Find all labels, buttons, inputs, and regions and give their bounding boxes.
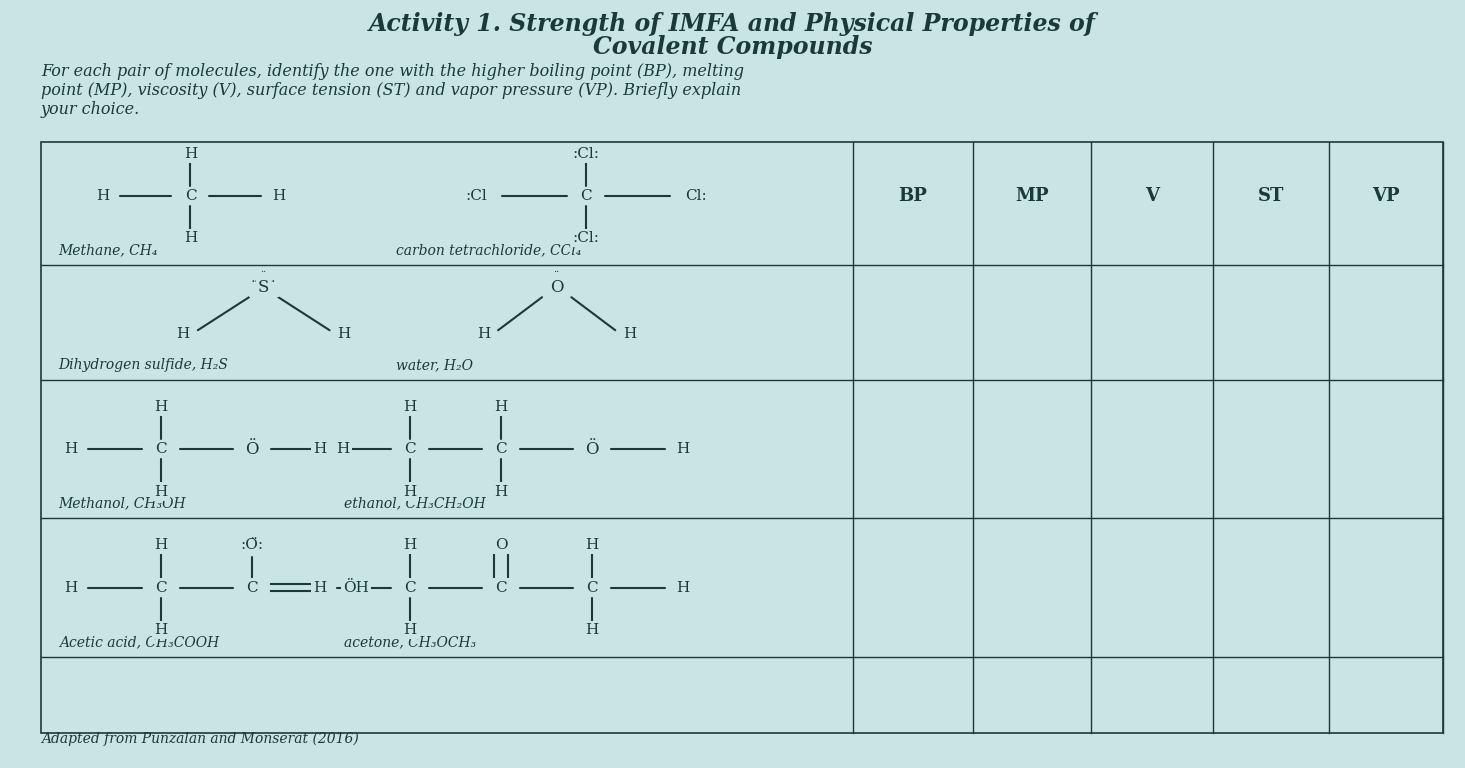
Text: H: H [403,485,418,498]
Text: ST: ST [1257,187,1285,205]
Text: ¨S¨: ¨S¨ [251,281,277,295]
Text: ..: .. [554,265,560,274]
Text: H: H [176,327,190,341]
Text: BP: BP [898,187,927,205]
Text: S: S [258,280,270,296]
Text: H: H [154,538,168,552]
Text: Methanol, CH₃OH: Methanol, CH₃OH [59,497,186,511]
Text: H: H [271,189,286,203]
Text: H: H [403,400,418,414]
Text: Adapted from Punzalan and Monserat (2016): Adapted from Punzalan and Monserat (2016… [41,732,359,746]
Text: MP: MP [1015,187,1049,205]
Text: ethanol, CH₃CH₂OH: ethanol, CH₃CH₂OH [344,497,486,511]
Text: ..: .. [261,265,267,274]
Text: C: C [155,581,167,594]
Text: C: C [580,189,592,203]
Text: H: H [312,442,327,456]
Text: Activity 1. Strength of IMFA and Physical Properties of: Activity 1. Strength of IMFA and Physica… [369,12,1096,35]
Text: For each pair of molecules, identify the one with the higher boiling point (BP),: For each pair of molecules, identify the… [41,63,744,80]
Text: C: C [586,581,598,594]
Text: H: H [675,581,690,594]
Text: O: O [549,280,564,296]
Text: H: H [494,485,508,498]
Text: H: H [63,442,78,456]
Text: Covalent Compounds: Covalent Compounds [593,35,872,58]
Text: H: H [154,400,168,414]
Text: Acetic acid, CH₃COOH: Acetic acid, CH₃COOH [59,635,218,649]
Text: H: H [183,147,198,161]
Text: C: C [155,442,167,456]
Text: Ö: Ö [245,441,259,458]
Text: :Cl:: :Cl: [573,231,599,245]
Text: H: H [337,327,352,341]
Text: C: C [404,442,416,456]
Text: :Cl:: :Cl: [573,147,599,161]
Text: C: C [495,442,507,456]
Text: C: C [404,581,416,594]
Text: C: C [185,189,196,203]
Text: Cl:: Cl: [686,189,706,203]
Text: :Ö:: :Ö: [240,538,264,552]
Text: H: H [494,400,508,414]
Text: H: H [675,442,690,456]
Text: H: H [154,485,168,498]
Text: acetone, CH₃OCH₃: acetone, CH₃OCH₃ [344,635,476,649]
Text: Ö: Ö [585,441,599,458]
Text: H: H [403,623,418,637]
Text: H: H [154,623,168,637]
Text: carbon tetrachloride, CCl₄: carbon tetrachloride, CCl₄ [396,243,582,257]
Text: H: H [312,581,327,594]
Text: H: H [183,231,198,245]
Text: H: H [623,327,637,341]
Text: C: C [495,581,507,594]
Text: H: H [403,538,418,552]
Text: point (MP), viscosity (V), surface tension (ST) and vapor pressure (VP). Briefly: point (MP), viscosity (V), surface tensi… [41,82,741,99]
Bar [41,142,1443,733]
Text: Methane, CH₄: Methane, CH₄ [59,243,158,257]
Text: H: H [335,442,350,456]
Text: water, H₂O: water, H₂O [396,359,473,372]
Text: Dihydrogen sulfide, H₂S: Dihydrogen sulfide, H₂S [59,359,229,372]
Text: VP: VP [1373,187,1399,205]
Text: H: H [95,189,110,203]
Text: H: H [585,538,599,552]
Text: your choice.: your choice. [41,101,141,118]
Text: C: C [246,581,258,594]
Text: ÖH: ÖH [343,581,369,594]
Text: V: V [1146,187,1159,205]
Text: O: O [495,538,507,552]
Text: :Cl: :Cl [466,189,486,203]
Text: H: H [476,327,491,341]
Text: H: H [63,581,78,594]
Text: H: H [585,623,599,637]
